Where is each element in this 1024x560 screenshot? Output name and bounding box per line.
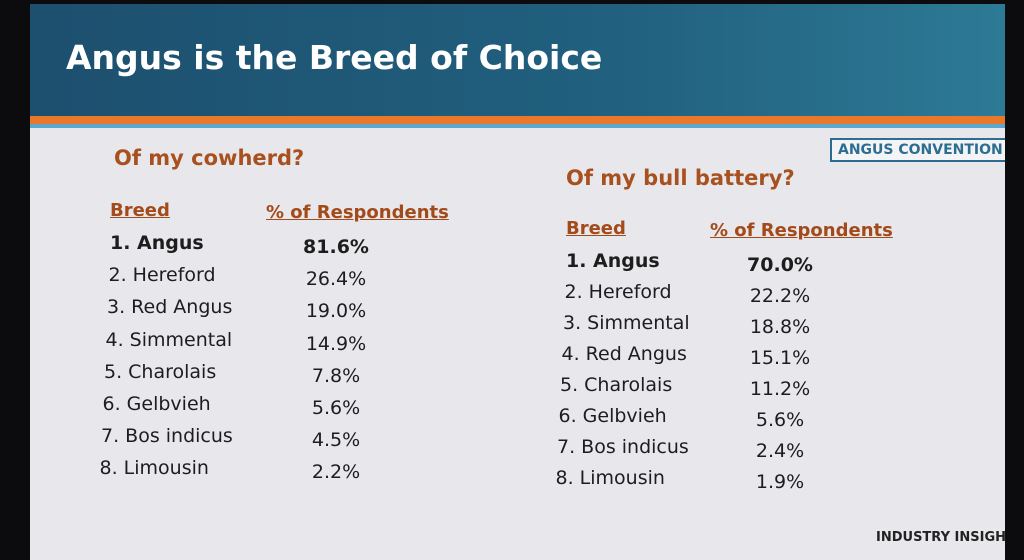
percent: 11.2% [749, 378, 811, 400]
percent: 7.8% [311, 364, 361, 387]
percent: 2.4% [755, 440, 805, 462]
percent: 22.2% [749, 285, 811, 307]
percent: 26.4% [305, 268, 367, 291]
breed: 8. Limousin [99, 457, 209, 480]
column-header: % of Respondents [266, 202, 449, 223]
column-header: Breed [110, 200, 170, 221]
percent: 5.6% [311, 397, 361, 419]
slide: Angus is the Breed of Choice ANGUS CONVE… [30, 4, 1005, 560]
breed: 1. Angus [566, 250, 660, 272]
percent: 18.8% [749, 316, 811, 338]
percent: 5.6% [755, 409, 805, 431]
breed: 7. Bos indicus [101, 425, 233, 448]
percent: 2.2% [311, 461, 361, 484]
percent: 14.9% [305, 332, 367, 355]
column-header: % of Respondents [710, 220, 893, 241]
breed: 4. Simmental [105, 328, 233, 351]
breed: 1. Angus [110, 232, 204, 254]
breed: 3. Simmental [563, 312, 690, 334]
percent: 15.1% [749, 347, 811, 369]
breed: 5. Charolais [104, 360, 217, 383]
breed: 6. Gelbvieh [102, 393, 211, 415]
column-header: Breed [566, 218, 626, 239]
footer-brand: INDUSTRY INSIGHTS [876, 530, 1005, 545]
breed: 2. Hereford [108, 264, 216, 287]
breed: 2. Hereford [564, 281, 672, 303]
percent: 1.9% [755, 471, 805, 493]
breed: 5. Charolais [560, 374, 673, 396]
breed: 7. Bos indicus [557, 436, 689, 458]
table-subtitle: Of my bull battery? [566, 166, 795, 190]
stripe [30, 116, 1005, 124]
logo: ANGUS CONVENTION [830, 138, 1005, 162]
stripe [30, 124, 1005, 128]
breed: 8. Limousin [555, 467, 665, 489]
percent: 4.5% [311, 429, 361, 452]
breed: 4. Red Angus [561, 343, 687, 365]
banner [30, 4, 1005, 116]
breed: 3. Red Angus [107, 296, 233, 319]
table-subtitle: Of my cowherd? [114, 146, 305, 170]
percent: 81.6% [303, 236, 369, 258]
percent: 70.0% [747, 254, 813, 276]
title: Angus is the Breed of Choice [66, 38, 603, 77]
percent: 19.0% [305, 300, 367, 323]
breed: 6. Gelbvieh [558, 405, 667, 427]
